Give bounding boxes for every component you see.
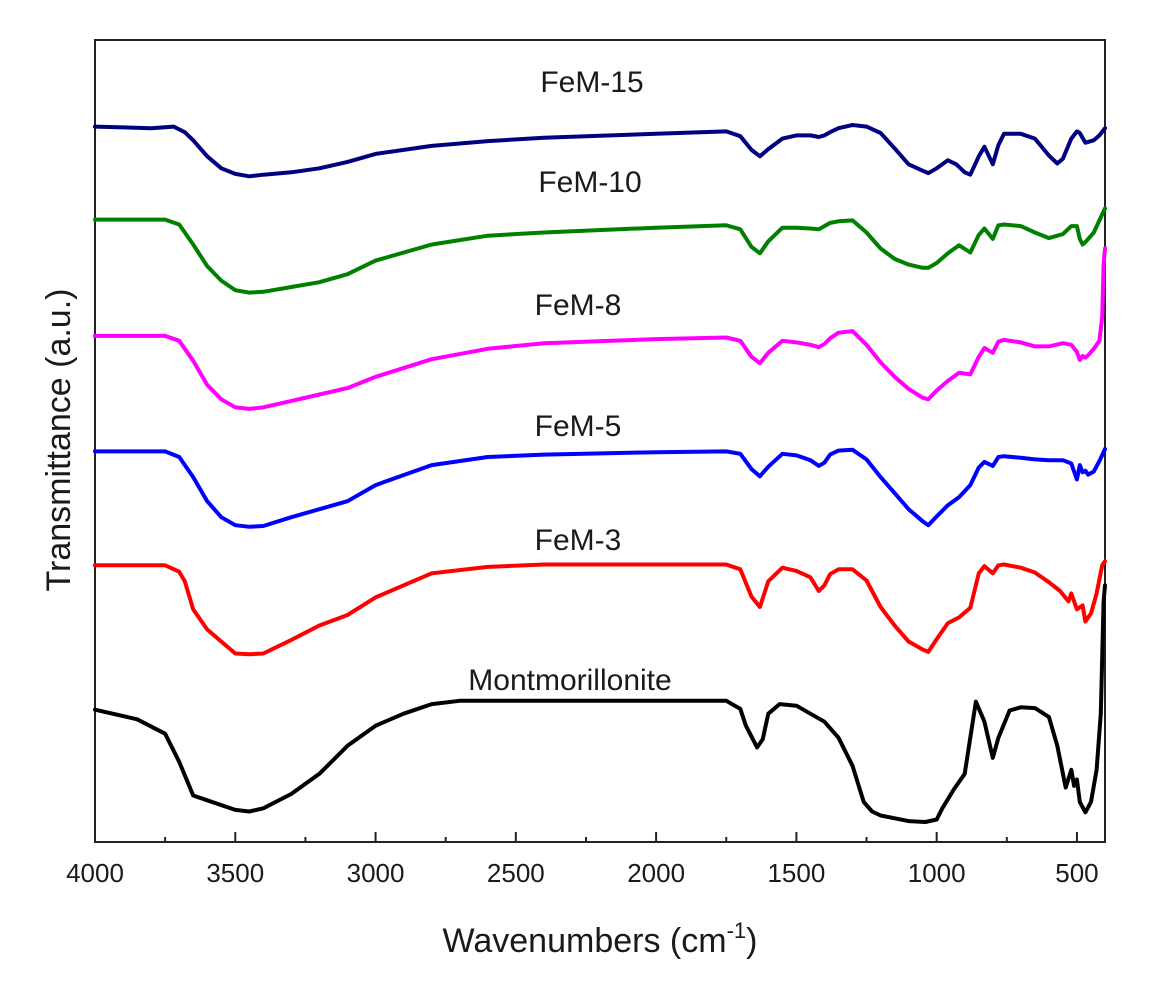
x-tick-label: 1000 — [908, 858, 966, 888]
x-axis-title-sup: -1 — [727, 918, 747, 943]
series-line-montmorillonite — [93, 583, 1107, 824]
x-axis-title-close: ) — [746, 922, 757, 960]
series-line-fem-3 — [93, 559, 1107, 657]
x-axis-title: Wavenumbers (cm-1) — [443, 918, 758, 960]
series-label-fem-5: FeM-5 — [535, 410, 622, 443]
series-line-fem-8 — [93, 246, 1107, 411]
y-axis-title: Transmittance (a.u.) — [40, 289, 78, 592]
series-line-fem-15 — [93, 123, 1107, 179]
x-tick-label: 500 — [1055, 858, 1098, 888]
plot-frame — [94, 39, 1106, 843]
x-axis: 4000 3500 3000 2500 2000 1500 1000 500 — [66, 832, 1099, 888]
series-line-fem-5 — [93, 447, 1107, 529]
x-tick-label: 3500 — [206, 858, 264, 888]
series-line-fem-10 — [93, 206, 1107, 295]
series-label-fem-10: FeM-10 — [538, 166, 641, 199]
x-axis-title-main: Wavenumbers (cm — [443, 922, 727, 960]
x-tick-label: 1500 — [767, 858, 825, 888]
x-tick-label: 3000 — [347, 858, 405, 888]
series-label-fem-3: FeM-3 — [535, 524, 622, 557]
series-label-fem-15: FeM-15 — [540, 66, 643, 99]
x-tick-label: 4000 — [66, 858, 124, 888]
series-label-fem-8: FeM-8 — [535, 289, 622, 322]
series-label-montmorillonite: Montmorillonite — [468, 664, 671, 697]
x-tick-label: 2500 — [487, 858, 545, 888]
x-tick-label: 2000 — [627, 858, 685, 888]
series-labels: FeM-15 FeM-10 FeM-8 FeM-5 FeM-3 Montmori… — [468, 66, 671, 697]
series-lines — [93, 123, 1107, 824]
